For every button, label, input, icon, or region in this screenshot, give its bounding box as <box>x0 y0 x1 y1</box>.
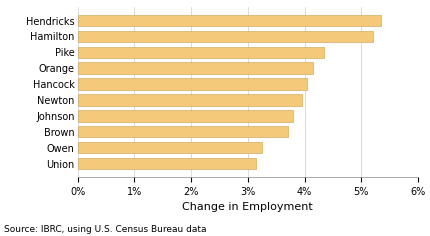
Bar <box>77 126 287 138</box>
X-axis label: Change in Employment: Change in Employment <box>182 202 313 212</box>
Bar <box>77 46 324 58</box>
Bar <box>77 94 301 106</box>
Text: Source: IBRC, using U.S. Census Bureau data: Source: IBRC, using U.S. Census Bureau d… <box>4 225 206 234</box>
Bar <box>77 31 372 42</box>
Bar <box>77 110 292 122</box>
Bar <box>77 142 261 153</box>
Bar <box>77 15 380 26</box>
Bar <box>77 78 307 90</box>
Bar <box>77 63 312 74</box>
Bar <box>77 158 256 169</box>
